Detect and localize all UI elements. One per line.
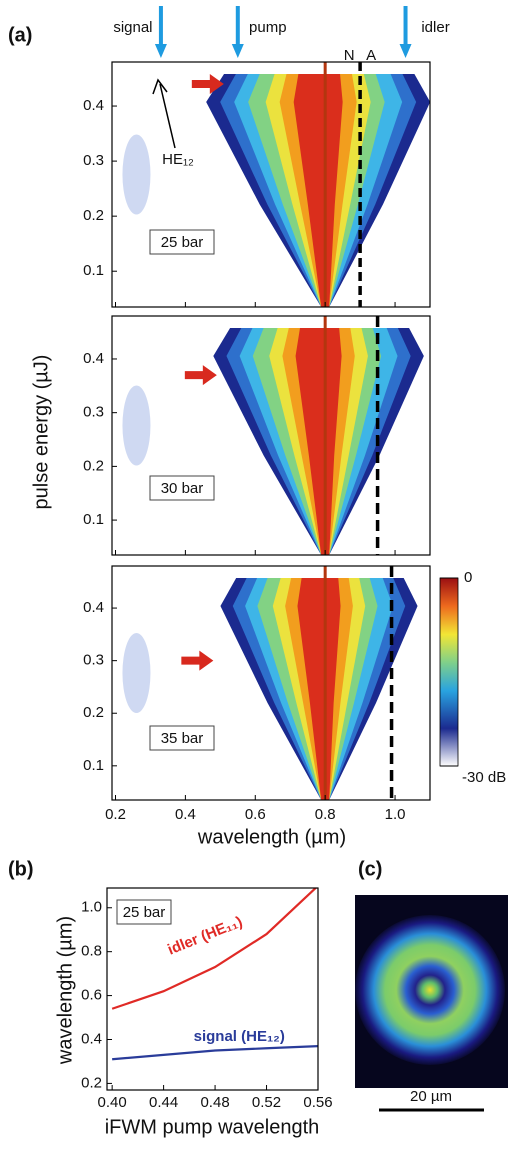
pressure-box	[149, 229, 215, 255]
intensity-region	[297, 578, 341, 800]
plot-frame	[111, 61, 431, 308]
y-axis-label: wavelength (µm)	[54, 916, 76, 1065]
red-arrow	[191, 74, 224, 95]
colorbar-bottom-label: -30 dB	[462, 769, 506, 786]
faint-signal	[122, 385, 151, 466]
plot-frame	[106, 887, 319, 1091]
pressure-label: 25 bar	[123, 904, 166, 921]
x-tick-label: 0.48	[200, 1094, 229, 1111]
scale-label: 20 µm	[410, 1088, 452, 1105]
y-tick-label: 0.2	[83, 207, 104, 224]
plot-frame	[111, 565, 431, 801]
n-label: N	[344, 47, 355, 64]
pressure-box	[116, 899, 172, 925]
y-tick-label: 0.4	[83, 599, 104, 616]
blue-arrow	[154, 6, 167, 58]
x-tick-label: 0.56	[303, 1094, 332, 1111]
y-tick-label: 0.1	[83, 757, 104, 774]
y-tick-label: 0.1	[83, 262, 104, 279]
y-axis-label: pulse energy (µJ)	[30, 355, 52, 510]
pressure-box	[149, 475, 215, 501]
pressure-label: 25 bar	[161, 234, 204, 251]
arrow-label: signal	[113, 19, 152, 36]
x-tick-label: 0.40	[98, 1094, 127, 1111]
intensity-region	[295, 328, 342, 555]
x-tick-label: 0.8	[315, 806, 336, 823]
a-label: A	[366, 47, 376, 64]
x-tick-label: 0.4	[175, 806, 196, 823]
y-tick-label: 0.3	[83, 404, 104, 421]
x-tick-label: 0.6	[245, 806, 266, 823]
y-tick-label: 0.3	[83, 152, 104, 169]
pressure-label: 30 bar	[161, 480, 204, 497]
series-line	[111, 888, 318, 1010]
blue-arrow	[231, 6, 244, 58]
panel-label: (a)	[8, 24, 32, 46]
x-tick-label: 0.2	[105, 806, 126, 823]
y-tick-label: 0.1	[83, 511, 104, 528]
series-label: idler (HE₁₁)	[165, 913, 245, 958]
y-tick-label: 0.2	[83, 457, 104, 474]
faint-signal	[122, 633, 151, 713]
y-tick-label: 0.4	[81, 1030, 102, 1047]
intensity-region	[293, 74, 343, 307]
blue-arrow	[399, 6, 412, 58]
beam-profile	[355, 915, 505, 1065]
heatmap	[122, 566, 418, 800]
annotation-arrow	[152, 78, 176, 149]
y-tick-label: 0.4	[83, 97, 104, 114]
arrow-label: pump	[249, 19, 287, 36]
faint-signal	[122, 134, 151, 215]
mode-annotation: HE₁₂	[162, 151, 194, 168]
series-line	[112, 1044, 318, 1061]
pressure-box	[149, 725, 215, 751]
colorbar-top-label: 0	[464, 569, 472, 586]
x-axis-label: wavelength (µm)	[197, 826, 346, 848]
x-tick-label: 0.44	[149, 1094, 178, 1111]
red-arrow	[181, 650, 214, 671]
series-label: signal (HE₁₂)	[194, 1028, 285, 1045]
y-tick-label: 0.4	[83, 350, 104, 367]
y-tick-label: 0.3	[83, 652, 104, 669]
plot-frame	[111, 315, 431, 556]
y-tick-label: 0.2	[81, 1074, 102, 1091]
x-tick-label: 1.0	[385, 806, 406, 823]
x-tick-label: 0.52	[252, 1094, 281, 1111]
heatmap	[122, 62, 430, 307]
x-axis-label: iFWM pump wavelength	[105, 1116, 320, 1138]
y-tick-label: 0.8	[81, 943, 102, 960]
pressure-label: 35 bar	[161, 730, 204, 747]
y-tick-label: 0.6	[81, 987, 102, 1004]
panel-label: (b)	[8, 858, 34, 880]
red-arrow	[184, 365, 217, 386]
y-tick-label: 1.0	[81, 899, 102, 916]
colorbar	[439, 577, 459, 767]
panel-label: (c)	[358, 858, 382, 880]
y-tick-label: 0.2	[83, 704, 104, 721]
arrow-label: idler	[421, 19, 449, 36]
heatmap	[122, 316, 424, 555]
